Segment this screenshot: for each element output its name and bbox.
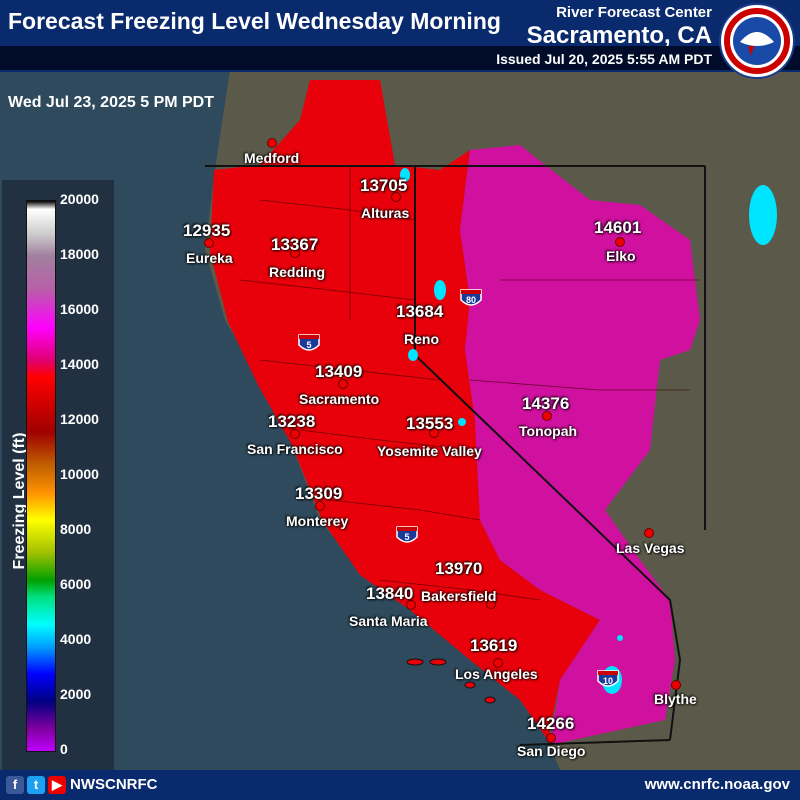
social-handle[interactable]: NWSCNRFC <box>70 776 158 793</box>
freezing-level-value: 13619 <box>470 636 518 655</box>
freezing-level-value: 14266 <box>527 714 575 733</box>
channel-islands <box>406 658 496 704</box>
city-name: Redding <box>269 264 325 280</box>
header-bar: Forecast Freezing Level Wednesday Mornin… <box>0 0 800 111</box>
city-name: Santa Maria <box>349 613 428 629</box>
legend-tick: 0 <box>60 741 68 757</box>
city-marker <box>267 138 277 148</box>
legend-tick: 16000 <box>60 301 99 317</box>
city-marker <box>615 237 625 247</box>
interstate-shield-icon: 5 <box>396 526 418 543</box>
website-link[interactable]: www.cnrfc.noaa.gov <box>644 776 790 793</box>
city-name: Monterey <box>286 513 349 529</box>
legend-tick: 20000 <box>60 191 99 207</box>
freezing-level-value: 13409 <box>315 362 363 381</box>
footer-bar: f t ▶ NWSCNRFC www.cnrfc.noaa.gov <box>0 770 800 800</box>
map-title: Forecast Freezing Level Wednesday Mornin… <box>8 8 501 34</box>
interstate-number: 5 <box>404 532 409 542</box>
city-name: Medford <box>244 150 300 166</box>
legend-tick: 14000 <box>60 356 99 372</box>
city-marker <box>644 528 654 538</box>
freezing-level-value: 13309 <box>295 484 343 503</box>
magenta-freezing-region <box>460 145 700 745</box>
city-name: Alturas <box>361 205 410 221</box>
red-freezing-region <box>210 80 600 740</box>
city-marker <box>290 248 300 258</box>
legend-tick: 2000 <box>60 686 92 702</box>
freezing-level-value: 13970 <box>435 559 483 578</box>
freezing-level-value: 13553 <box>406 414 454 433</box>
city-name: Las Vegas <box>616 540 685 556</box>
interstate-shield-icon: 5 <box>298 334 320 351</box>
legend-tick: 18000 <box>60 246 99 262</box>
freezing-level-value: 13705 <box>360 176 408 195</box>
freezing-level-value: 13367 <box>271 235 319 254</box>
legend-tick: 4000 <box>60 631 92 647</box>
city-marker <box>338 379 348 389</box>
legend-tick: 6000 <box>60 576 92 592</box>
freezing-level-value: 12935 <box>183 221 231 240</box>
city-name: Sacramento <box>299 391 380 407</box>
facebook-icon[interactable]: f <box>6 776 24 794</box>
interstate-shield-icon: 10 <box>597 670 619 687</box>
freezing-level-value: 13684 <box>396 302 444 321</box>
city-name: Yosemite Valley <box>377 443 482 459</box>
interstate-number: 10 <box>603 676 613 686</box>
city-marker <box>542 411 552 421</box>
office-name: Sacramento, CA <box>526 22 712 49</box>
city-marker <box>290 429 300 439</box>
city-name: Reno <box>404 331 439 347</box>
city-marker <box>546 733 556 743</box>
freezing-level-value: 14376 <box>522 394 570 413</box>
interstate-number: 80 <box>466 295 476 305</box>
issued-time: Issued Jul 20, 2025 5:55 AM PDT <box>496 51 712 67</box>
legend-tick: 8000 <box>60 521 92 537</box>
city-name: Bakersfield <box>421 588 497 604</box>
center-label: River Forecast Center <box>556 4 712 21</box>
city-name: San Diego <box>517 743 586 759</box>
social-icons: f t ▶ <box>6 776 66 794</box>
city-marker <box>391 192 401 202</box>
city-name: Eureka <box>186 250 233 266</box>
freezing-level-value: 13238 <box>268 412 316 431</box>
freezing-level-value: 14601 <box>594 218 642 237</box>
city-marker <box>406 600 416 610</box>
city-name: Tonopah <box>519 423 578 439</box>
city-marker <box>486 599 496 609</box>
city-marker <box>416 336 426 346</box>
subtitle-bar: Wed Jul 23, 2025 5 PM PDT <box>0 46 800 111</box>
twitter-icon[interactable]: t <box>27 776 45 794</box>
valid-time: Wed Jul 23, 2025 5 PM PDT <box>8 94 215 111</box>
legend-color-bar <box>26 200 56 752</box>
city-marker <box>204 238 214 248</box>
city-marker <box>493 658 503 668</box>
city-name: San Francisco <box>247 441 343 457</box>
nws-logo-icon <box>719 3 795 79</box>
freezing-level-value: 13840 <box>366 584 414 603</box>
interstate-shield-icon: 80 <box>460 289 482 306</box>
city-name: Elko <box>606 248 636 264</box>
interstate-number: 5 <box>306 340 311 350</box>
city-marker <box>671 680 681 690</box>
city-marker <box>429 428 439 438</box>
city-name: Blythe <box>654 691 697 707</box>
county-lines <box>239 166 700 601</box>
youtube-icon[interactable]: ▶ <box>48 776 66 794</box>
city-marker <box>315 501 325 511</box>
legend-tick: 12000 <box>60 411 99 427</box>
legend-tick: 10000 <box>60 466 99 482</box>
color-legend: Freezing Level (ft) 20000 18000 16000 14000… <box>2 180 114 770</box>
city-name: Los Angeles <box>455 666 538 682</box>
